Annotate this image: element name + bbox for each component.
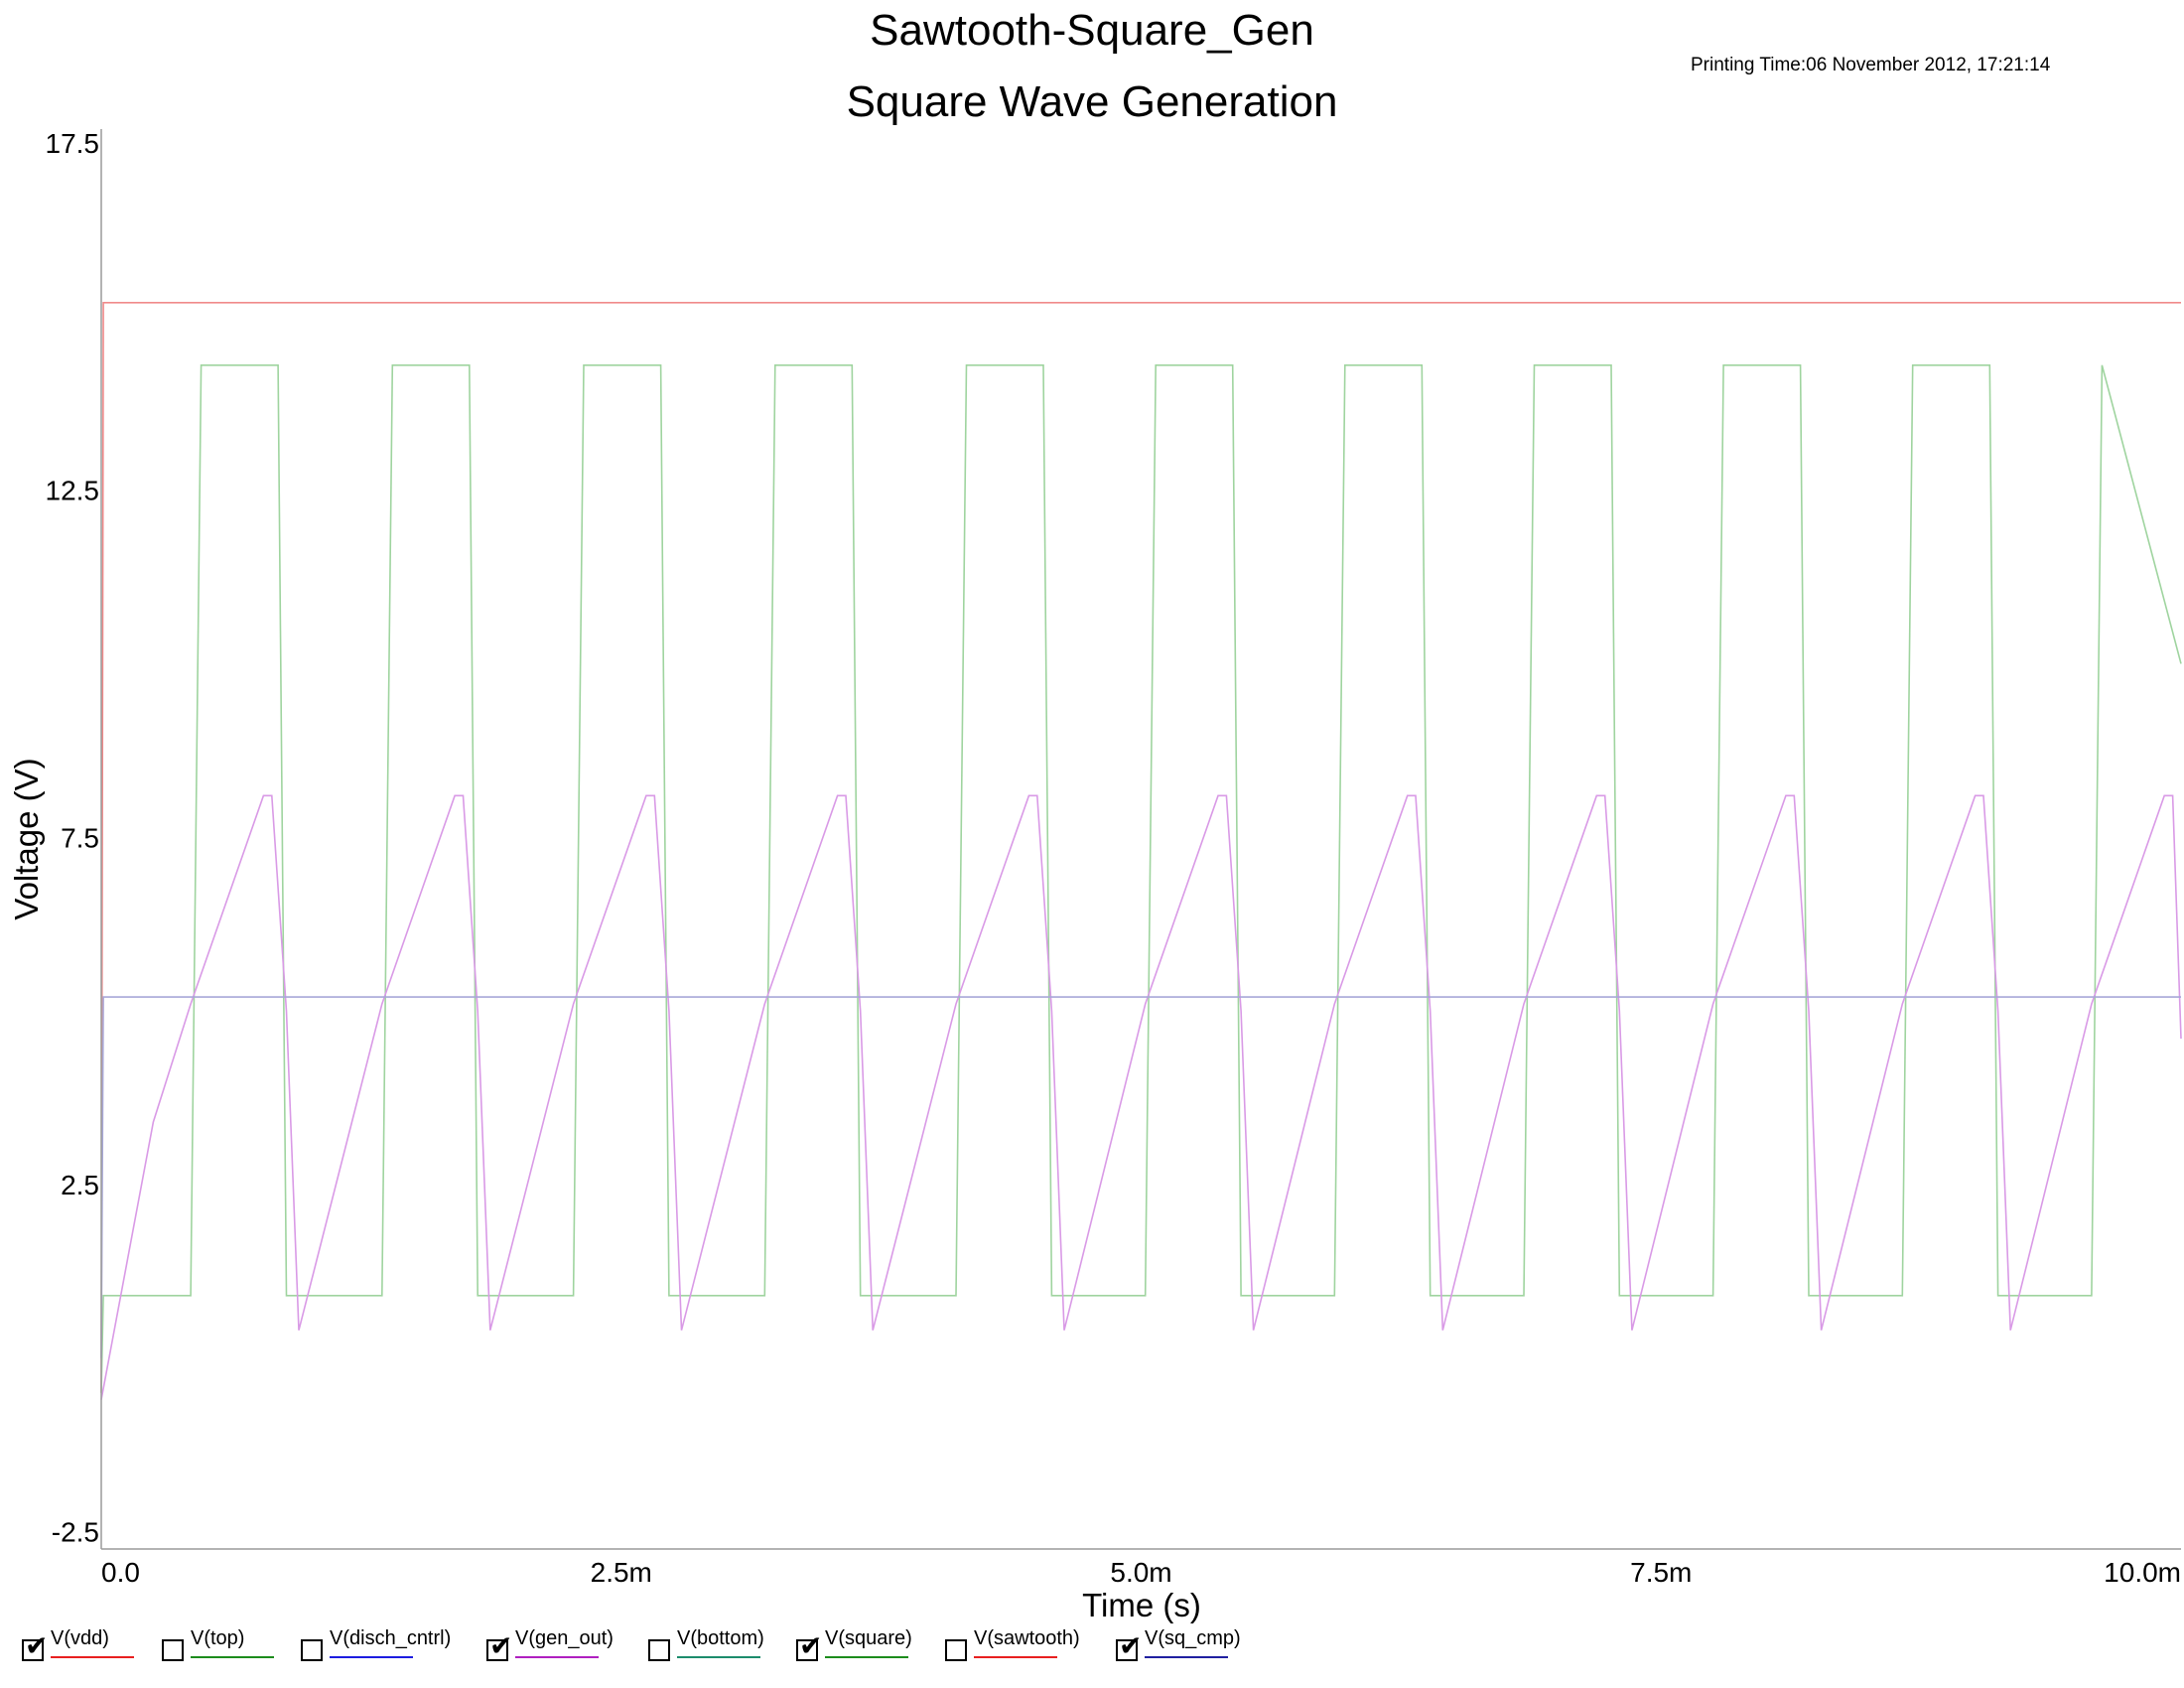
legend-checkbox[interactable]: [162, 1639, 184, 1661]
x-tick-label: 10.0m: [2104, 1557, 2181, 1588]
chart-title: Sawtooth-Square_Gen: [870, 6, 1314, 55]
legend-label: V(square): [825, 1627, 912, 1649]
legend-label: V(top): [191, 1627, 245, 1649]
printing-time: Printing Time:06 November 2012, 17:21:14: [1691, 55, 2051, 75]
legend-checkbox[interactable]: [648, 1639, 670, 1661]
y-tick-label: -2.5: [52, 1517, 99, 1548]
x-tick-label: 5.0m: [1110, 1557, 1171, 1588]
checkmark-icon: ✔: [1119, 1629, 1143, 1662]
axes-layer: -2.5 2.5 7.5 12.5 17.5 0.0 2.5m 5.0m 7.5m 10.0m Ti…: [8, 128, 2181, 1623]
y-tick-label: 7.5: [61, 822, 99, 853]
checkmark-icon: ✔: [799, 1629, 823, 1662]
legend-swatch: [825, 1656, 908, 1658]
legend-label: V(bottom): [677, 1627, 764, 1649]
legend-swatch: [330, 1656, 413, 1658]
series-line-v-vdd: [100, 301, 2181, 1393]
x-axis-label: Time (s): [1082, 1587, 1201, 1623]
x-tick-label: 7.5m: [1630, 1557, 1692, 1588]
legend-label: V(disch_cntrl): [330, 1627, 452, 1649]
checkmark-icon: ✔: [489, 1629, 513, 1662]
legend-label: V(sawtooth): [974, 1627, 1080, 1649]
series-line-v-square: [100, 363, 2182, 1393]
series-layer: [100, 301, 2182, 1400]
legend-label: V(sq_cmp): [1145, 1627, 1241, 1649]
legend-checkbox[interactable]: [301, 1639, 323, 1661]
series-line-v-gen-out: [100, 794, 2182, 1400]
y-tick-label: 2.5: [61, 1170, 99, 1200]
legend: ✔ V(vdd) V(top) V(disch_cntrl) ✔ V(gen_out) V(…: [0, 1623, 2184, 1683]
legend-checkbox[interactable]: ✔: [22, 1632, 48, 1661]
y-tick-label: 17.5: [46, 128, 100, 159]
legend-checkbox[interactable]: ✔: [486, 1632, 512, 1661]
y-axis-label: Voltage (V): [8, 758, 45, 919]
legend-swatch: [974, 1656, 1057, 1658]
legend-swatch: [1145, 1656, 1228, 1658]
legend-checkbox[interactable]: [945, 1639, 967, 1661]
legend-label: V(vdd): [51, 1627, 109, 1649]
x-tick-label: 0.0: [101, 1557, 140, 1588]
legend-swatch: [515, 1656, 599, 1658]
legend-swatch: [191, 1656, 274, 1658]
checkmark-icon: ✔: [25, 1629, 49, 1662]
legend-checkbox[interactable]: ✔: [796, 1632, 822, 1661]
chart-subtitle: Square Wave Generation: [846, 77, 1338, 126]
legend-swatch: [51, 1656, 134, 1658]
series-line-v-sq-cmp: [100, 996, 2181, 1358]
y-tick-label: 12.5: [46, 476, 100, 506]
legend-label: V(gen_out): [515, 1627, 614, 1649]
legend-swatch: [677, 1656, 760, 1658]
legend-checkbox[interactable]: ✔: [1116, 1632, 1142, 1661]
x-tick-label: 2.5m: [591, 1557, 652, 1588]
